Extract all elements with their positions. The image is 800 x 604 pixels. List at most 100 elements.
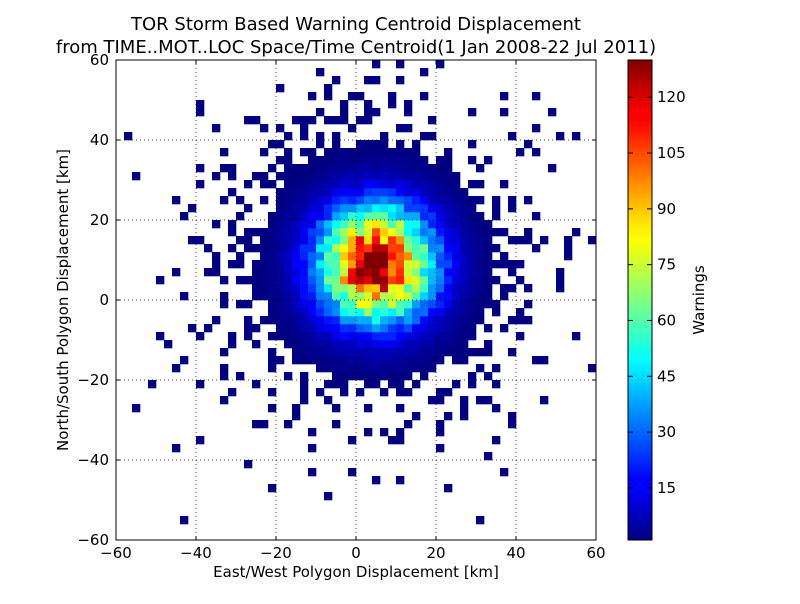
- heatmap-cell: [468, 316, 477, 325]
- heatmap-cell: [292, 236, 301, 245]
- heatmap-cell: [444, 156, 453, 165]
- heatmap-cell: [332, 140, 341, 149]
- heatmap-cell: [556, 132, 565, 141]
- heatmap-cell: [356, 188, 365, 197]
- heatmap-cell: [452, 324, 461, 333]
- heatmap-cell: [388, 372, 397, 381]
- heatmap-cell: [468, 372, 477, 381]
- heatmap-cell: [404, 220, 413, 229]
- heatmap-cell: [236, 372, 245, 381]
- heatmap-cell: [348, 348, 357, 357]
- heatmap-cell: [532, 148, 541, 157]
- heatmap-cell: [412, 324, 421, 333]
- heatmap-cell: [188, 204, 197, 213]
- heatmap-cell: [436, 268, 445, 277]
- heatmap-cell: [476, 244, 485, 253]
- heatmap-cell: [588, 364, 597, 373]
- heatmap-cell: [436, 204, 445, 213]
- heatmap-cell: [300, 268, 309, 277]
- heatmap-cell: [420, 220, 429, 229]
- heatmap-cell: [572, 228, 581, 237]
- heatmap-cell: [436, 244, 445, 253]
- heatmap-cell: [500, 292, 509, 301]
- heatmap-cell: [364, 404, 373, 413]
- heatmap-cell: [380, 348, 389, 357]
- heatmap-cell: [348, 340, 357, 349]
- heatmap-cell: [476, 308, 485, 317]
- heatmap-cell: [396, 332, 405, 341]
- heatmap-cell: [396, 156, 405, 165]
- heatmap-cell: [444, 292, 453, 301]
- heatmap-cell: [476, 348, 485, 357]
- heatmap-cell: [284, 284, 293, 293]
- heatmap-cell: [412, 156, 421, 165]
- heatmap-cell: [292, 276, 301, 285]
- heatmap-cell: [444, 188, 453, 197]
- heatmap-cell: [452, 220, 461, 229]
- heatmap-cell: [524, 140, 533, 149]
- heatmap-cell: [300, 228, 309, 237]
- heatmap-cell: [244, 324, 253, 333]
- heatmap-cell: [476, 364, 485, 373]
- heatmap-cell: [348, 156, 357, 165]
- y-tick-label: −40: [77, 451, 109, 469]
- heatmap-cell: [324, 492, 333, 501]
- heatmap-cell: [332, 332, 341, 341]
- heatmap-cell: [348, 172, 357, 181]
- heatmap-cell: [292, 308, 301, 317]
- heatmap-cell: [412, 268, 421, 277]
- heatmap-cell: [476, 164, 485, 173]
- heatmap-cell: [292, 324, 301, 333]
- heatmap-cell: [204, 244, 213, 253]
- heatmap-cell: [436, 348, 445, 357]
- heatmap-cell: [388, 212, 397, 221]
- heatmap-cell: [468, 348, 477, 357]
- heatmap-cell: [372, 340, 381, 349]
- heatmap-cell: [396, 228, 405, 237]
- heatmap-cell: [188, 236, 197, 245]
- heatmap-cell: [172, 444, 181, 453]
- heatmap-cell: [340, 244, 349, 253]
- heatmap-cell: [404, 372, 413, 381]
- heatmap-cell: [260, 284, 269, 293]
- heatmap-cell: [332, 420, 341, 429]
- heatmap-cell: [404, 196, 413, 205]
- heatmap-cell: [356, 140, 365, 149]
- heatmap-cell: [468, 180, 477, 189]
- heatmap-cell: [420, 132, 429, 141]
- heatmap-cell: [388, 276, 397, 285]
- heatmap-cell: [348, 180, 357, 189]
- heatmap-cell: [364, 316, 373, 325]
- heatmap-cell: [372, 292, 381, 301]
- heatmap-cell: [276, 308, 285, 317]
- heatmap-cell: [460, 244, 469, 253]
- heatmap-cell: [268, 484, 277, 493]
- heatmap-cell: [508, 132, 517, 141]
- heatmap-cell: [324, 92, 333, 101]
- heatmap-cell: [380, 212, 389, 221]
- heatmap-cell: [372, 180, 381, 189]
- heatmap-cell: [260, 268, 269, 277]
- heatmap-cell: [460, 308, 469, 317]
- heatmap-cell: [484, 396, 493, 405]
- heatmap-cell: [412, 260, 421, 269]
- heatmap-cell: [276, 324, 285, 333]
- heatmap-cell: [316, 356, 325, 365]
- heatmap-cell: [452, 356, 461, 365]
- heatmap-cell: [412, 228, 421, 237]
- heatmap-cell: [364, 76, 373, 85]
- heatmap-cell: [364, 380, 373, 389]
- heatmap-cell: [364, 292, 373, 301]
- heatmap-cell: [388, 100, 397, 109]
- heatmap-cell: [436, 396, 445, 405]
- heatmap-cell: [316, 276, 325, 285]
- heatmap-cell: [340, 172, 349, 181]
- heatmap-cell: [380, 148, 389, 157]
- heatmap-cell: [500, 252, 509, 261]
- heatmap-cell: [460, 292, 469, 301]
- heatmap-cell: [300, 116, 309, 125]
- heatmap-cell: [420, 236, 429, 245]
- heatmap-cell: [204, 324, 213, 333]
- heatmap-cell: [396, 252, 405, 261]
- heatmap-cell: [228, 228, 237, 237]
